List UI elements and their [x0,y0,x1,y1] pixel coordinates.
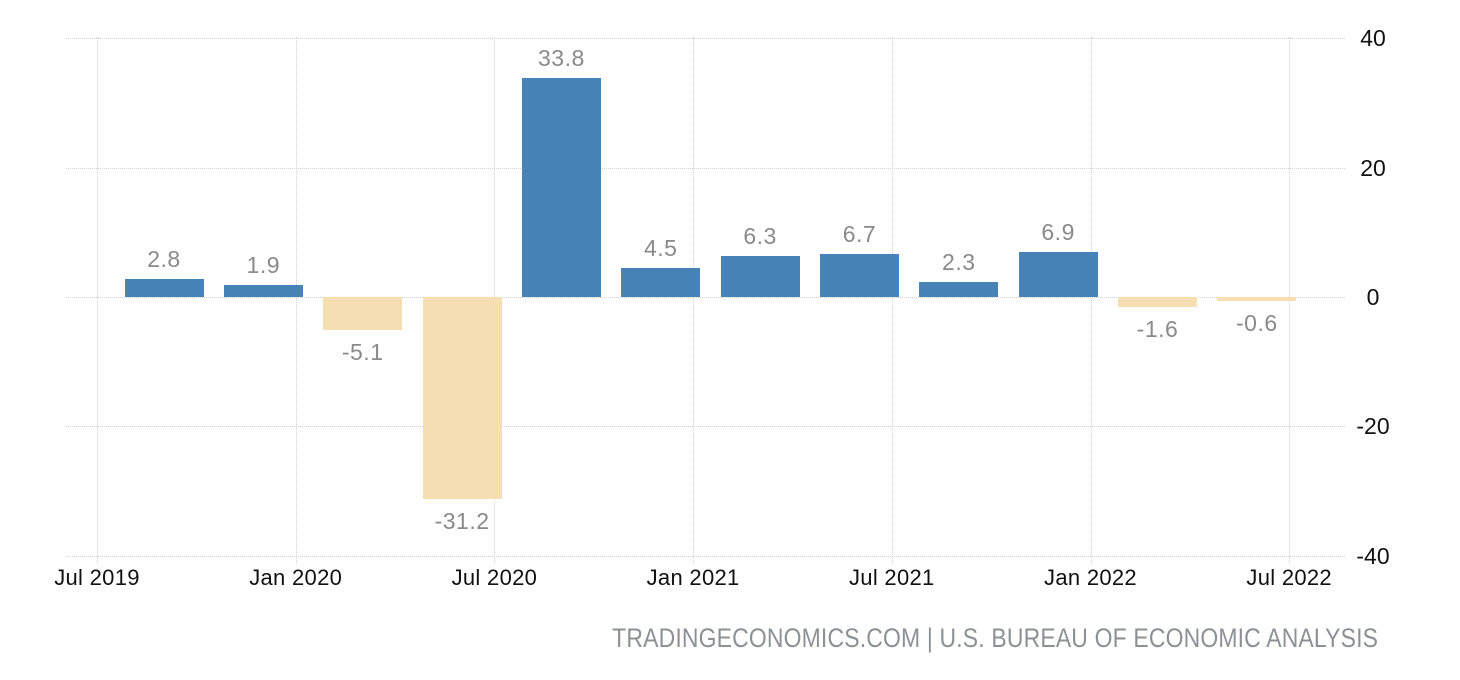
bar-value-label-q4-2021: 6.9 [1041,219,1075,246]
y-axis-label-0: 0 [1366,284,1380,310]
v-gridline-4 [891,37,893,563]
v-gridline-3 [693,37,695,563]
x-axis-label-0: Jul 2019 [54,565,140,590]
v-gridline-1 [295,37,297,563]
bar-q4-2021[interactable] [1018,252,1098,297]
h-gridline--20 [66,426,1345,428]
y-axis-label--20: -20 [1356,413,1390,440]
bar-q3-2020[interactable] [521,78,601,297]
bar-q3-2019[interactable] [124,278,204,297]
bar-value-label-q1-2020: -5.1 [341,338,384,365]
h-gridline--40 [66,555,1345,557]
x-axis-label-5: Jan 2022 [1044,565,1137,590]
bar-value-label-q1-2022: -1.6 [1136,316,1179,343]
bar-value-label-q1-2021: 6.3 [743,223,777,250]
x-axis-label-6: Jul 2022 [1246,565,1332,590]
x-axis-label-2: Jul 2020 [451,565,538,590]
y-axis-label--40: -40 [1356,542,1390,569]
h-gridline-40 [66,38,1345,40]
bar-q4-2019[interactable] [223,284,303,297]
v-gridline-5 [1090,37,1092,563]
bar-q1-2022[interactable] [1118,297,1197,308]
bar-value-label-q3-2020: 33.8 [538,45,585,72]
bar-q2-2020[interactable] [422,297,502,499]
v-gridline-0 [97,37,98,563]
bar-value-label-q4-2020: 4.5 [644,234,678,261]
y-axis-label-40: 40 [1360,25,1386,52]
source-attribution: TRADINGECONOMICS.COM | U.S. BUREAU OF EC… [612,623,1378,653]
bar-value-label-q2-2020: -31.2 [434,507,490,534]
bar-q3-2021[interactable] [919,282,999,297]
bar-q1-2021[interactable] [720,256,800,297]
bar-value-label-q3-2019: 2.8 [147,245,181,272]
h-gridline-20 [66,167,1345,169]
bar-q4-2020[interactable] [621,267,701,297]
x-axis-label-1: Jan 2020 [249,565,343,590]
bar-value-label-q3-2021: 2.3 [942,249,976,276]
bar-value-label-q4-2019: 1.9 [246,251,281,278]
bar-value-label-q2-2022: -0.6 [1236,309,1278,336]
bar-q2-2022[interactable] [1217,297,1297,301]
h-gridline-0 [66,297,1345,298]
bar-q1-2020[interactable] [323,297,403,330]
bar-q2-2021[interactable] [819,253,899,297]
bar-value-label-q2-2021: 6.7 [842,220,877,247]
x-axis-label-4: Jul 2021 [849,565,935,590]
x-axis-label-3: Jan 2021 [646,565,740,590]
y-axis-label-20: 20 [1360,154,1386,181]
